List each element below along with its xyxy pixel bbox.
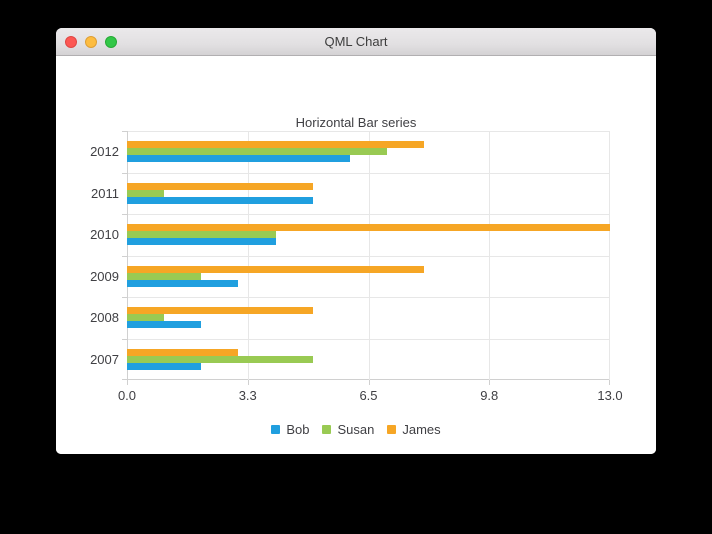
y-category-label-2007: 2007 <box>90 351 119 367</box>
zoom-button[interactable] <box>105 36 117 48</box>
grid-vertical-line <box>369 131 370 380</box>
legend-item-bob: Bob <box>271 422 309 437</box>
minimize-button[interactable] <box>85 36 97 48</box>
plot-area <box>127 131 610 380</box>
bar-susan-2007 <box>127 356 313 363</box>
bar-bob-2011 <box>127 197 313 204</box>
grid-horizontal-line <box>127 173 610 174</box>
y-category-label-2010: 2010 <box>90 227 119 243</box>
y-axis-tick <box>122 339 127 340</box>
grid-vertical-line <box>248 131 249 380</box>
bar-bob-2012 <box>127 155 350 162</box>
chart-area: Horizontal Bar series 2012 2011 2010 2009 20… <box>56 56 656 454</box>
y-axis-tick <box>122 379 127 380</box>
legend-label-james: James <box>402 422 441 437</box>
legend-marker-bob <box>271 425 281 434</box>
bar-james-2007 <box>127 349 238 356</box>
bar-bob-2007 <box>127 363 201 370</box>
bar-james-2012 <box>127 141 424 148</box>
legend-label-susan: Susan <box>337 422 375 437</box>
bar-james-2009 <box>127 266 424 273</box>
grid-horizontal-line <box>127 379 610 380</box>
window-title: QML Chart <box>324 34 388 49</box>
x-tick-label: 13.0 <box>597 388 623 403</box>
grid-horizontal-line <box>127 297 610 298</box>
grid-horizontal-line <box>127 256 610 257</box>
window-titlebar[interactable]: QML Chart <box>56 28 656 56</box>
bar-susan-2009 <box>127 273 201 280</box>
grid-vertical-line <box>609 131 610 380</box>
y-axis-line <box>127 131 128 380</box>
y-category-label-2008: 2008 <box>90 310 119 326</box>
legend-label-bob: Bob <box>286 422 310 437</box>
legend-item-james: James <box>387 422 441 437</box>
x-axis-tick <box>489 380 490 385</box>
x-axis-tick <box>609 380 610 385</box>
x-axis-tick <box>248 380 249 385</box>
chart-title: Horizontal Bar series <box>295 115 417 130</box>
legend-marker-susan <box>322 425 332 434</box>
legend-marker-james <box>387 425 397 434</box>
y-axis-tick <box>122 297 127 298</box>
y-axis-tick <box>122 131 127 132</box>
grid-horizontal-line <box>127 214 610 215</box>
window-controls <box>65 36 117 48</box>
bar-james-2008 <box>127 307 313 314</box>
bar-susan-2008 <box>127 314 164 321</box>
x-tick-label: 9.8 <box>480 388 499 403</box>
x-tick-label: 3.3 <box>238 388 257 403</box>
bar-bob-2009 <box>127 280 238 287</box>
bar-susan-2011 <box>127 190 164 197</box>
legend-item-susan: Susan <box>322 422 374 437</box>
y-category-label-2011: 2011 <box>91 185 119 201</box>
x-axis-tick <box>127 380 128 385</box>
grid-vertical-line <box>489 131 490 380</box>
bar-susan-2010 <box>127 231 276 238</box>
y-category-label-2012: 2012 <box>90 144 119 160</box>
bar-james-2010 <box>127 224 610 231</box>
x-axis-tick <box>369 380 370 385</box>
y-axis-tick <box>122 256 127 257</box>
bar-bob-2010 <box>127 238 276 245</box>
chart-legend: Bob Susan James <box>56 422 656 437</box>
grid-horizontal-line <box>127 131 610 132</box>
bar-susan-2012 <box>127 148 387 155</box>
x-tick-label: 0.0 <box>117 388 137 403</box>
grid-horizontal-line <box>127 339 610 340</box>
y-axis-tick <box>122 173 127 174</box>
y-category-label-2009: 2009 <box>90 268 119 284</box>
x-tick-label: 6.5 <box>359 388 378 403</box>
close-button[interactable] <box>65 36 77 48</box>
qml-chart-window: QML Chart Horizontal Bar series 2012 2011… <box>56 28 656 454</box>
bar-bob-2008 <box>127 321 201 328</box>
bar-james-2011 <box>127 183 313 190</box>
y-axis-tick <box>122 214 127 215</box>
